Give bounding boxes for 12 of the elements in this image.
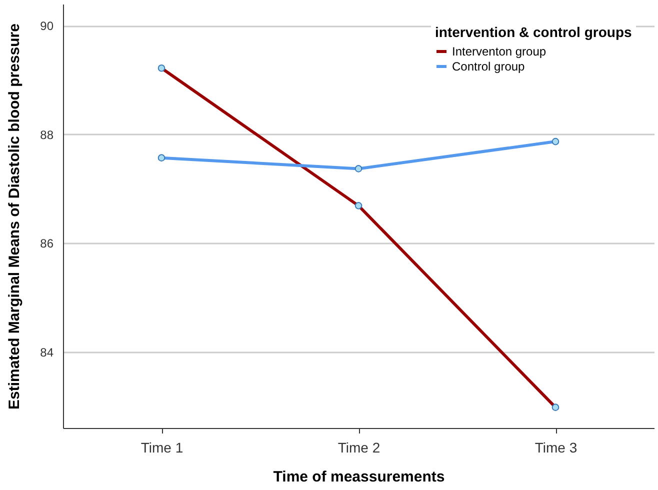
x-tick-label: Time 1 (140, 440, 184, 456)
x-tick-label: Time 2 (338, 440, 380, 456)
legend-title: intervention & control groups (435, 24, 632, 40)
x-tick-label: Time 3 (534, 440, 578, 456)
x-axis-title: Time of meassurements (273, 468, 445, 486)
y-tick-label: 88 (40, 128, 54, 142)
legend-label: Interventon group (452, 44, 546, 58)
y-tick-label: 90 (40, 19, 54, 34)
y-tick-label: 86 (40, 236, 54, 251)
y-axis-title: Estimated Marginal Means of Diastolic blood pressure (6, 24, 24, 410)
y-tick-label: 84 (40, 345, 54, 360)
legend-label: Control group (452, 60, 526, 74)
